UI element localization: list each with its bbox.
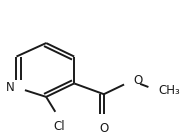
Text: Cl: Cl	[54, 120, 65, 133]
Text: O: O	[134, 74, 143, 87]
Text: CH₃: CH₃	[158, 84, 180, 97]
Text: O: O	[99, 122, 108, 136]
Text: N: N	[6, 81, 15, 94]
